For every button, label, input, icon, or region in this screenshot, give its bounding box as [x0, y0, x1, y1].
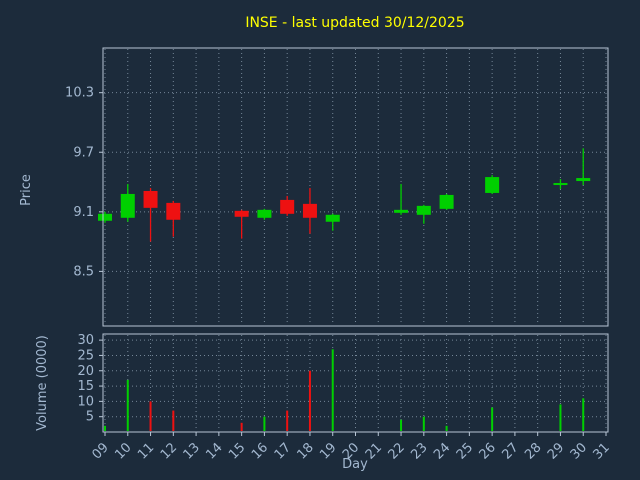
candle-body-day-19	[325, 214, 340, 222]
price-ytick-label: 9.7	[73, 145, 94, 160]
volume-ytick-label: 10	[77, 394, 94, 409]
candle-body-day-15	[234, 210, 249, 217]
price-panel-frame	[102, 47, 609, 327]
volume-bar-day-09	[104, 425, 106, 431]
volume-ytick-label: 5	[86, 410, 94, 425]
volume-bar-day-22	[400, 419, 403, 431]
x-tick-label-day-28: 28	[522, 440, 544, 462]
volume-bar-day-18	[308, 370, 311, 431]
candle-body-day-18	[302, 203, 317, 218]
candle-body-day-22	[394, 209, 409, 213]
price-ytick-label: 10.3	[65, 86, 94, 101]
x-tick-label-day-29: 29	[545, 440, 567, 462]
volume-bar-day-15	[240, 422, 243, 431]
volume-bar-day-30	[582, 398, 585, 431]
x-tick-label-day-15: 15	[226, 440, 248, 462]
x-tick-label-day-12: 12	[158, 440, 180, 462]
volume-bar-day-23	[422, 416, 425, 431]
candle-body-day-10	[120, 193, 135, 218]
candle-body-day-23	[416, 205, 431, 215]
candle-body-day-26	[485, 177, 500, 193]
candle-body-day-29	[553, 183, 568, 186]
x-tick-label-day-09: 09	[90, 440, 112, 462]
volume-bar-day-10	[126, 379, 129, 431]
volume-bar-day-26	[491, 407, 494, 431]
chart-title: INSE - last updated 30/12/2025	[245, 15, 464, 31]
x-tick-label-day-24: 24	[431, 440, 453, 462]
volume-ytick-label: 30	[77, 333, 94, 348]
volume-ytick-label: 20	[77, 364, 94, 379]
candle-body-day-09	[98, 213, 112, 221]
volume-ytick-label: 25	[77, 348, 94, 363]
candle-body-day-24	[439, 194, 454, 209]
x-tick-label-day-26: 26	[477, 440, 499, 462]
x-tick-label-day-14: 14	[203, 440, 225, 462]
x-tick-label-day-22: 22	[386, 440, 408, 462]
volume-bar-day-24	[445, 425, 448, 431]
price-axis-label: Price	[19, 174, 34, 206]
price-ytick-label: 8.5	[73, 264, 94, 279]
volume-ytick-label: 15	[77, 379, 94, 394]
x-tick-label-day-17: 17	[272, 440, 294, 462]
volume-bar-day-11	[149, 401, 152, 431]
x-tick-label-day-18: 18	[294, 440, 316, 462]
price-ytick-label: 9.1	[73, 205, 94, 220]
candle-body-day-30	[576, 178, 591, 182]
volume-bar-day-16	[263, 416, 266, 431]
volume-bar-day-19	[331, 349, 334, 431]
candle-body-day-16	[257, 209, 272, 218]
x-tick-label-day-25: 25	[454, 440, 476, 462]
x-tick-label-day-30: 30	[568, 440, 590, 462]
candle-body-day-17	[280, 199, 295, 214]
x-tick-label-day-10: 10	[112, 440, 134, 462]
x-tick-label-day-27: 27	[499, 440, 521, 462]
x-tick-label-day-31: 31	[591, 440, 613, 462]
volume-bar-day-17	[286, 410, 289, 431]
volume-bar-day-29	[559, 404, 562, 431]
x-tick-label-day-16: 16	[249, 440, 271, 462]
candle-body-day-12	[166, 202, 181, 220]
volume-bar-day-12	[172, 410, 175, 431]
volume-axis-label: Volume (0000)	[35, 335, 50, 431]
x-tick-label-day-23: 23	[408, 440, 430, 462]
x-tick-label-day-13: 13	[181, 440, 203, 462]
day-axis-label: Day	[342, 457, 368, 472]
x-tick-label-day-11: 11	[135, 440, 157, 462]
candle-body-day-11	[143, 190, 158, 208]
x-tick-label-day-19: 19	[317, 440, 339, 462]
